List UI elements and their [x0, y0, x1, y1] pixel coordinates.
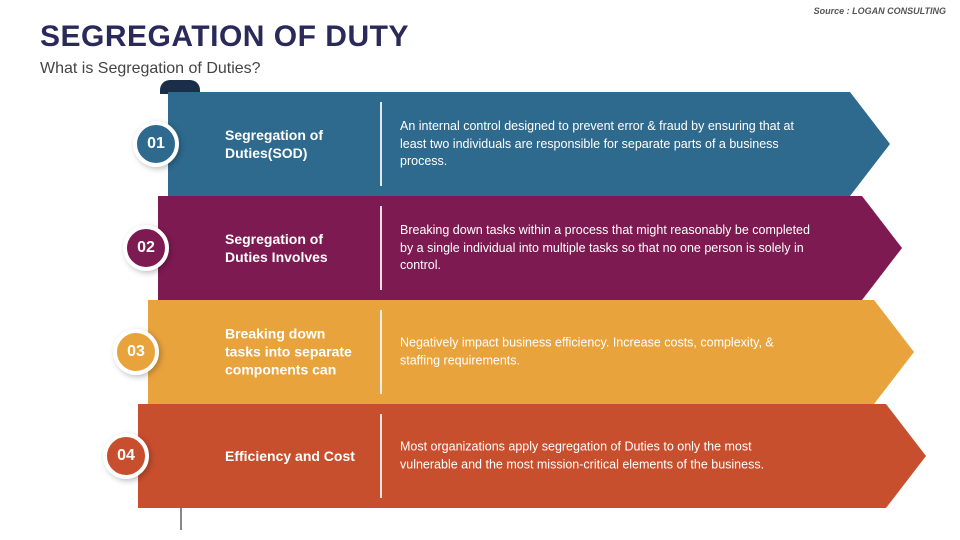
- number-circle: 01: [133, 121, 179, 167]
- arrow-row: 02 Segregation of Duties Involves Breaking…: [0, 196, 960, 300]
- row-divider: [380, 414, 382, 498]
- arrow-row: 03 Breaking down tasks into separate comp…: [0, 300, 960, 404]
- row-divider: [380, 206, 382, 290]
- row-divider: [380, 102, 382, 186]
- number-circle: 04: [103, 433, 149, 479]
- arrow-tip: [886, 404, 926, 508]
- arrow-tip: [862, 196, 902, 300]
- arrow-tip: [874, 300, 914, 404]
- number-circle: 02: [123, 225, 169, 271]
- row-divider: [380, 310, 382, 394]
- row-heading: Segregation of Duties Involves: [225, 230, 365, 266]
- arrow-row: 01 Segregation of Duties(SOD) An internal …: [0, 92, 960, 196]
- row-heading: Breaking down tasks into separate compon…: [225, 325, 365, 380]
- row-description: Negatively impact business efficiency. I…: [400, 335, 810, 370]
- page-title: SEGREGATION OF DUTY: [40, 20, 409, 54]
- row-description: Breaking down tasks within a process tha…: [400, 222, 810, 275]
- page-subtitle: What is Segregation of Duties?: [40, 60, 261, 78]
- arrow-tip: [850, 92, 890, 196]
- row-description: An internal control designed to prevent …: [400, 118, 810, 171]
- number-circle: 03: [113, 329, 159, 375]
- row-heading: Segregation of Duties(SOD): [225, 126, 365, 162]
- row-heading: Efficiency and Cost: [225, 447, 365, 465]
- arrow-row: 04 Efficiency and Cost Most organizations …: [0, 404, 960, 508]
- source-label: Source : LOGAN CONSULTING: [814, 6, 946, 16]
- row-description: Most organizations apply segregation of …: [400, 439, 810, 474]
- arrow-rows-container: 01 Segregation of Duties(SOD) An internal …: [0, 92, 960, 508]
